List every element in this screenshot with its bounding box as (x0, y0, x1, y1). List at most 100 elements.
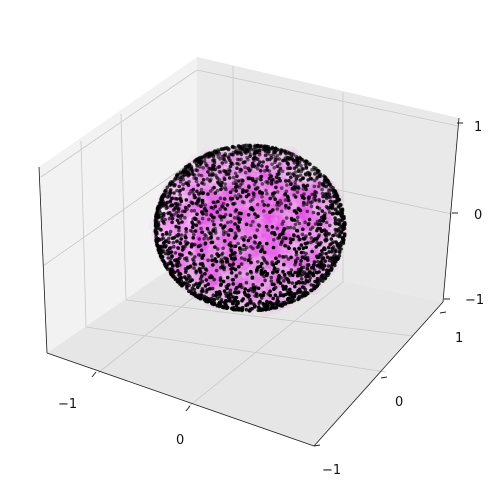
scatter-point (232, 216, 237, 220)
scatter-point (248, 199, 253, 203)
scatter-point (195, 212, 199, 216)
scatter-point (176, 207, 181, 211)
scatter-point (174, 224, 178, 229)
scatter-point (194, 217, 198, 221)
scatter-point (251, 178, 255, 183)
scatter-point (304, 166, 309, 170)
scatter-point (294, 252, 299, 257)
scatter-point (211, 219, 215, 223)
scatter-point (191, 236, 195, 240)
scatter-point (177, 221, 181, 225)
scatter-point (189, 209, 194, 213)
scatter-point (235, 161, 239, 166)
scatter-point (166, 248, 170, 253)
scatter-point (260, 199, 265, 204)
scatter-point (228, 164, 233, 169)
scatter-point (223, 207, 228, 211)
scatter-point (250, 306, 254, 311)
scatter-point (263, 153, 268, 157)
scatter-point (298, 173, 303, 178)
scatter-point (298, 262, 303, 267)
scatter-point (256, 144, 260, 149)
scatter-point (221, 232, 226, 237)
scatter-point (196, 285, 200, 290)
scatter-point (306, 196, 311, 200)
scatter-point (209, 254, 214, 258)
scatter-point (244, 194, 249, 199)
scatter-point (221, 246, 225, 251)
scatter-point (334, 249, 339, 254)
scatter-point (286, 257, 291, 261)
scatter-point (240, 190, 245, 194)
scatter-point (228, 299, 232, 303)
scatter-point (313, 172, 317, 176)
scatter-point (284, 216, 289, 220)
scatter-point (206, 237, 210, 241)
scatter-point (289, 268, 294, 272)
scatter-point (180, 253, 184, 257)
scatter-point (333, 218, 338, 223)
scatter-point (269, 182, 274, 186)
scatter-point (216, 236, 220, 241)
scatter-point (334, 222, 338, 226)
scatter-point (339, 207, 343, 212)
scatter-point (298, 237, 302, 242)
scatter-point (253, 212, 257, 216)
scatter-point (270, 147, 275, 151)
scatter-point (257, 305, 261, 310)
scatter-point (235, 174, 239, 179)
scatter-point (183, 205, 188, 210)
scatter-point (296, 296, 301, 300)
scatter-point (190, 225, 195, 229)
scatter-point (309, 236, 314, 240)
scatter-point (304, 251, 308, 256)
scatter-point (199, 187, 204, 192)
scatter-point (179, 237, 183, 241)
scatter-point (188, 228, 193, 233)
scatter-point (300, 232, 305, 237)
scatter-point (199, 204, 203, 208)
scatter-point (312, 165, 316, 170)
scatter-point (307, 162, 312, 166)
scatter-point (244, 189, 248, 193)
scatter-point (243, 247, 247, 252)
scatter-point (215, 188, 220, 193)
scatter-point (193, 195, 197, 200)
scatter-point (327, 210, 332, 215)
scatter-point (214, 268, 219, 273)
scatter-point (315, 276, 320, 281)
scatter-point (181, 187, 185, 191)
scatter-point (238, 251, 243, 255)
scatter-point (293, 183, 298, 187)
scatter-point (237, 179, 241, 183)
scatter-point (317, 184, 321, 189)
scatter-point (272, 302, 276, 306)
scatter-point (186, 183, 191, 187)
scatter-point (277, 254, 282, 258)
scatter-point (339, 224, 343, 229)
scatter-point (320, 257, 325, 261)
scatter-point (201, 191, 205, 196)
scatter-point (184, 277, 189, 282)
scatter-point (299, 277, 304, 281)
scatter-point (286, 300, 291, 305)
scatter-point (202, 237, 206, 241)
scatter-point (238, 194, 243, 199)
scatter-point (302, 291, 306, 296)
scatter-point (190, 286, 195, 291)
scatter-point (258, 160, 262, 164)
scatter-point (214, 294, 218, 298)
scatter-point (234, 189, 238, 193)
scatter-point (216, 155, 221, 159)
scatter-point (281, 158, 286, 163)
scatter-point (293, 195, 298, 199)
scatter-point (201, 177, 206, 182)
scatter-point (271, 208, 275, 212)
scatter-point (156, 223, 161, 227)
scatter-point (306, 263, 311, 267)
scatter-point (163, 189, 168, 193)
scatter-point (302, 192, 306, 196)
scatter-point (238, 217, 243, 222)
scatter-point (243, 170, 248, 175)
scatter-point (225, 220, 230, 225)
